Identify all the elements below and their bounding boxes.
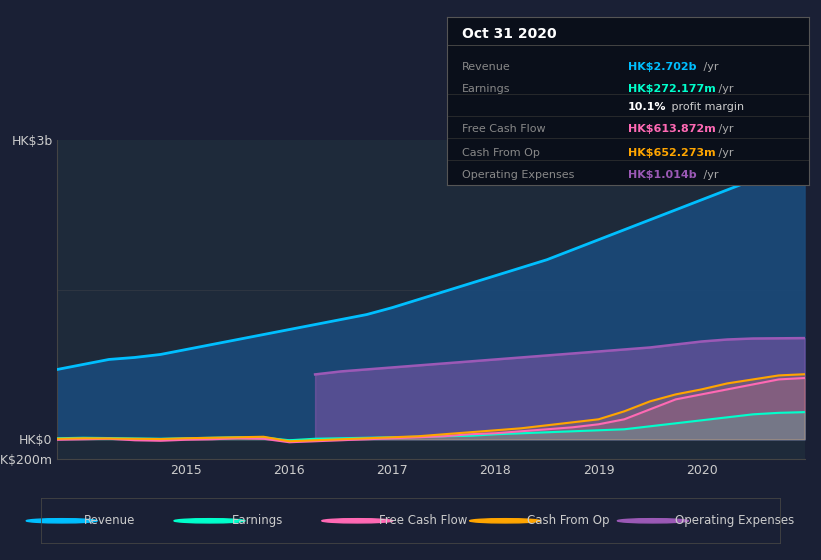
Text: /yr: /yr (715, 124, 734, 134)
Text: 10.1%: 10.1% (628, 102, 667, 113)
Text: HK$613.872m: HK$613.872m (628, 124, 716, 134)
Text: /yr: /yr (715, 148, 734, 158)
Text: Revenue: Revenue (84, 514, 135, 528)
Text: Operating Expenses: Operating Expenses (675, 514, 794, 528)
Circle shape (617, 519, 688, 523)
Text: Free Cash Flow: Free Cash Flow (462, 124, 545, 134)
Text: Revenue: Revenue (462, 62, 511, 72)
Circle shape (174, 519, 245, 523)
Text: Oct 31 2020: Oct 31 2020 (462, 27, 557, 41)
Text: Cash From Op: Cash From Op (527, 514, 610, 528)
Text: /yr: /yr (715, 84, 734, 94)
Text: profit margin: profit margin (667, 102, 744, 113)
Text: Cash From Op: Cash From Op (462, 148, 539, 158)
Text: HK$1.014b: HK$1.014b (628, 170, 697, 180)
Circle shape (322, 519, 392, 523)
Text: HK$2.702b: HK$2.702b (628, 62, 696, 72)
Circle shape (470, 519, 540, 523)
Text: /yr: /yr (699, 62, 718, 72)
Text: HK$652.273m: HK$652.273m (628, 148, 716, 158)
Text: HK$272.177m: HK$272.177m (628, 84, 716, 94)
Text: Earnings: Earnings (232, 514, 283, 528)
Circle shape (26, 519, 97, 523)
Text: Free Cash Flow: Free Cash Flow (379, 514, 468, 528)
Text: Earnings: Earnings (462, 84, 511, 94)
Text: Operating Expenses: Operating Expenses (462, 170, 574, 180)
Text: /yr: /yr (699, 170, 718, 180)
